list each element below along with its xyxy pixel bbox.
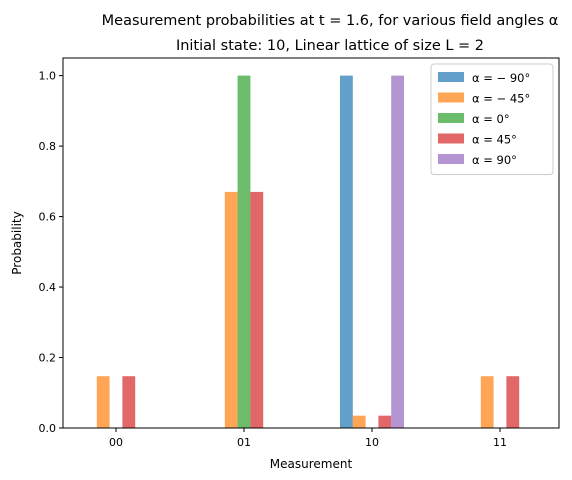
legend-swatch bbox=[438, 72, 464, 82]
legend-swatch bbox=[438, 113, 464, 123]
bar-4-10 bbox=[378, 415, 392, 428]
bar-2-00 bbox=[96, 376, 110, 428]
bar-1-10 bbox=[340, 75, 353, 429]
chart-title: Measurement probabilities at t = 1.6, fo… bbox=[102, 13, 559, 29]
bar-2-10 bbox=[352, 415, 366, 428]
x-tick-label: 11 bbox=[493, 436, 507, 449]
legend-swatch bbox=[438, 92, 464, 103]
bars-group bbox=[96, 75, 520, 429]
bar-4-00 bbox=[122, 376, 136, 428]
y-tick-label: 0.2 bbox=[39, 352, 57, 365]
legend-swatch bbox=[438, 133, 464, 144]
legend-label: α = 90° bbox=[472, 153, 517, 167]
x-tick-label: 00 bbox=[109, 436, 123, 449]
legend-label: α = − 90° bbox=[472, 71, 530, 85]
bar-2-01 bbox=[224, 191, 238, 428]
legend-label: α = 45° bbox=[472, 133, 517, 147]
plot-frame bbox=[62, 57, 560, 429]
y-tick-label: 0.6 bbox=[39, 211, 57, 224]
x-axis-label: Measurement bbox=[270, 457, 353, 471]
legend-swatch bbox=[438, 154, 464, 164]
legend-label: α = 0° bbox=[472, 112, 510, 126]
chart-subtitle: Initial state: 10, Linear lattice of siz… bbox=[176, 38, 484, 54]
y-tick-label: 0.0 bbox=[39, 422, 57, 435]
y-tick-label: 0.4 bbox=[39, 281, 57, 294]
x-axis: 00 01 10 11 bbox=[109, 428, 507, 449]
y-axis: 0.0 0.2 0.4 0.6 0.8 1.0 bbox=[39, 70, 63, 435]
y-tick-label: 0.8 bbox=[39, 140, 57, 153]
bar-3-01 bbox=[237, 75, 251, 429]
x-tick-label: 01 bbox=[237, 436, 251, 449]
bar-2-11 bbox=[480, 376, 494, 428]
bar-5-10 bbox=[391, 75, 404, 429]
x-tick-label: 10 bbox=[365, 436, 379, 449]
bar-4-01 bbox=[250, 191, 264, 428]
legend-frame bbox=[430, 63, 554, 175]
legend: α = − 90° α = − 45° α = 0° α = 45° α = 90° bbox=[430, 63, 554, 175]
legend-label: α = − 45° bbox=[472, 92, 530, 106]
y-axis-label: Probability bbox=[10, 211, 24, 274]
y-tick-label: 1.0 bbox=[39, 70, 57, 83]
bar-4-11 bbox=[506, 376, 520, 428]
